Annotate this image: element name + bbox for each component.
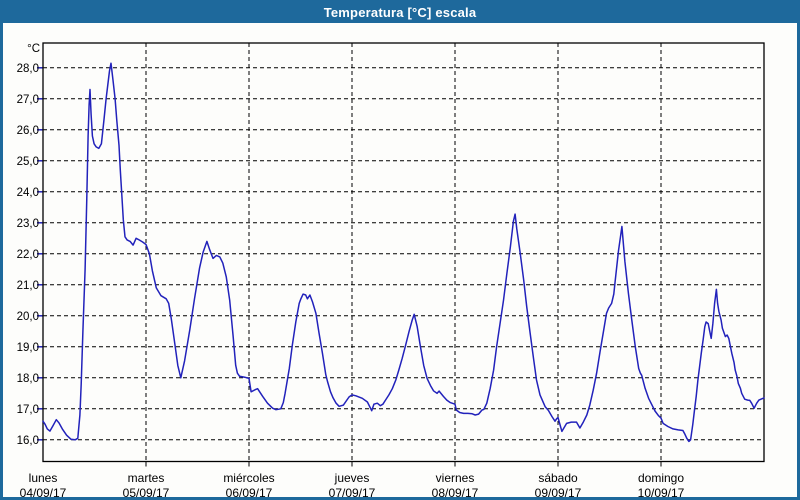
- x-day-label: miércoles: [223, 471, 274, 485]
- temperature-line: [42, 62, 765, 443]
- x-date-label: 06/09/17: [226, 486, 273, 500]
- x-day-label: viernes: [436, 471, 475, 485]
- y-tick-label: 28,0: [17, 63, 39, 75]
- y-tick-label: 17,0: [17, 404, 39, 416]
- x-day-label: sábado: [538, 471, 578, 485]
- x-date-label: 05/09/17: [123, 486, 170, 500]
- y-tick-label: 22,0: [17, 249, 39, 261]
- y-tick-label: 23,0: [17, 218, 39, 230]
- y-tick-label: 25,0: [17, 156, 39, 168]
- temperature-chart: 28,0 27,0 26,0 25,0 24,0 23,0 22,0 21,0 20,0 19,0…: [17, 42, 765, 500]
- y-axis-unit-label: °C: [27, 43, 40, 55]
- x-date-label: 07/09/17: [329, 486, 376, 500]
- y-tick-label: 16,0: [17, 435, 39, 447]
- y-tick-label: 18,0: [17, 373, 39, 385]
- window-title: Temperatura [°C] escala: [323, 5, 477, 20]
- y-tick-label: 19,0: [17, 342, 39, 354]
- x-day-label: martes: [128, 471, 165, 485]
- window-titlebar[interactable]: Temperatura [°C] escala: [3, 3, 797, 23]
- x-date-label: 09/09/17: [535, 486, 582, 500]
- y-tick-label: 20,0: [17, 311, 39, 323]
- x-date-label: 10/09/17: [638, 486, 685, 500]
- x-day-label: domingo: [638, 471, 684, 485]
- x-date-label: 04/09/17: [20, 486, 67, 500]
- x-date-label: 08/09/17: [432, 486, 479, 500]
- x-day-label: jueves: [334, 471, 370, 485]
- y-tick-label: 27,0: [17, 94, 39, 106]
- y-tick-label: 21,0: [17, 280, 39, 292]
- y-tick-label: 24,0: [17, 187, 39, 199]
- plot-border: [42, 42, 765, 463]
- x-day-label: lunes: [29, 471, 58, 485]
- y-tick-label: 26,0: [17, 125, 39, 137]
